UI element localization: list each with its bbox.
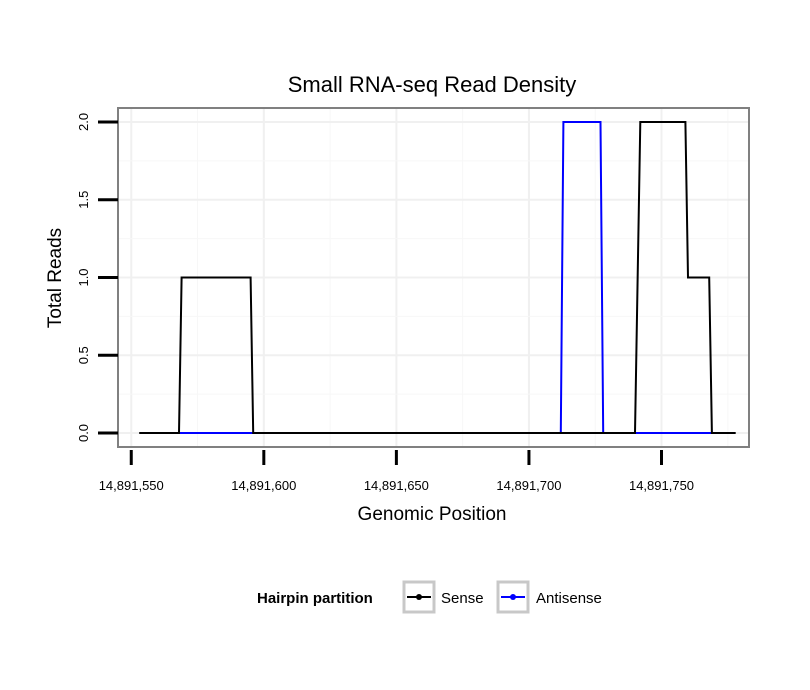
y-axis-title: Total Reads — [45, 228, 66, 328]
x-tick-label: 14,891,600 — [231, 478, 296, 493]
series-line-sense — [139, 121, 736, 434]
x-axis-title: Genomic Position — [358, 504, 507, 525]
series-lines — [139, 121, 736, 434]
y-tick-label: 1.0 — [76, 268, 91, 286]
y-tick-label: 1.5 — [76, 191, 91, 209]
y-tick-label: 0.0 — [76, 424, 91, 442]
y-tick-label: 0.5 — [76, 346, 91, 364]
legend-swatch-point-sense — [416, 594, 422, 600]
x-axis: 14,891,550 14,891,600 14,891,650 14,891,700… — [99, 450, 694, 493]
x-tick-label: 14,891,550 — [99, 478, 164, 493]
x-tick-label: 14,891,650 — [364, 478, 429, 493]
legend-label-sense: Sense — [441, 590, 484, 607]
legend-item-antisense: Antisense — [496, 580, 602, 614]
x-tick-label: 14,891,750 — [629, 478, 694, 493]
legend-title: Hairpin partition — [257, 590, 373, 607]
y-tick-label: 2.0 — [76, 113, 91, 131]
legend-label-antisense: Antisense — [536, 590, 602, 607]
chart-title: Small RNA-seq Read Density — [288, 72, 577, 97]
y-axis: 0.0 0.5 1.0 1.5 2.0 — [76, 113, 118, 442]
legend-item-sense: Sense — [402, 580, 484, 614]
legend-swatch-point-antisense — [510, 594, 516, 600]
x-tick-label: 14,891,700 — [496, 478, 561, 493]
legend: Hairpin partition Sense Antisense — [257, 580, 602, 614]
